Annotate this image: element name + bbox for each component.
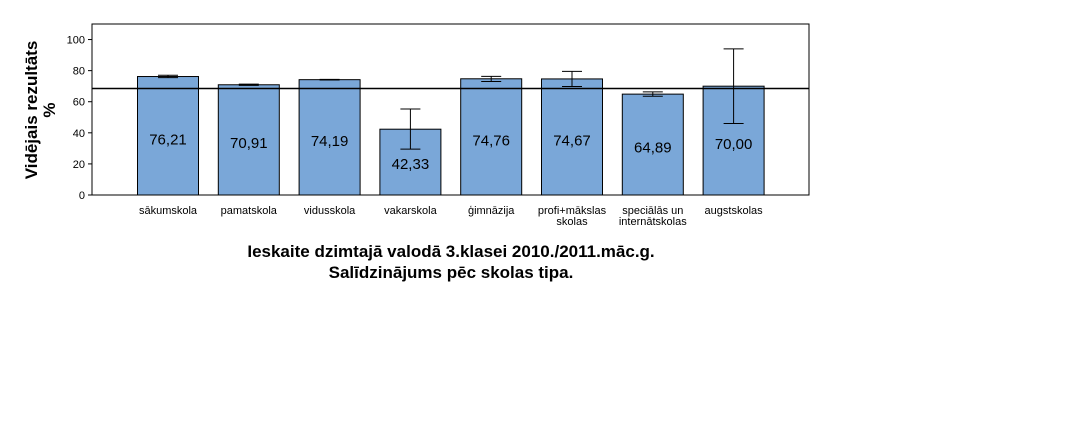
data-label: 70,91 — [230, 135, 268, 152]
x-category-label: profi+mākslas — [538, 205, 607, 217]
x-category-label: speciālās un — [622, 205, 683, 217]
x-category-label: augstskolas — [705, 205, 764, 217]
data-label: 74,19 — [311, 133, 349, 150]
x-category-label: vidusskola — [304, 205, 356, 217]
x-category-label: sākumskola — [139, 205, 198, 217]
bar — [298, 79, 361, 196]
plot-area-frame — [91, 23, 810, 196]
y-tick-label: 60 — [73, 97, 85, 109]
bar — [217, 84, 280, 196]
x-category-label: internātskolas — [619, 216, 687, 228]
y-tick-label: 20 — [73, 159, 85, 171]
y-axis-title: Vidējais rezultāts — [22, 41, 41, 180]
x-category-label: pamatskola — [221, 205, 278, 217]
chart-subtitle: Salīdzinājums pēc skolas tipa. — [329, 263, 574, 282]
y-tick-label: 0 — [79, 190, 85, 202]
y-tick-label: 80 — [73, 66, 85, 78]
data-label: 42,33 — [392, 156, 430, 173]
data-label: 74,67 — [553, 132, 591, 149]
x-category-label: vakarskola — [384, 205, 437, 217]
y-tick-label: 100 — [67, 35, 85, 47]
x-category-label: skolas — [556, 216, 588, 228]
bar — [137, 76, 199, 196]
data-label: 76,21 — [149, 131, 187, 148]
data-label: 70,00 — [715, 136, 753, 153]
data-label: 64,89 — [634, 140, 672, 157]
bar — [541, 78, 603, 196]
y-tick-label: 40 — [73, 128, 85, 140]
y-axis-title-unit: % — [40, 102, 59, 117]
x-category-label: ģimnāzija — [468, 204, 515, 217]
bar — [621, 93, 684, 196]
chart-title: Ieskaite dzimtajā valodā 3.klasei 2010./… — [247, 242, 654, 261]
data-label: 74,76 — [472, 132, 510, 149]
bar — [460, 78, 523, 196]
